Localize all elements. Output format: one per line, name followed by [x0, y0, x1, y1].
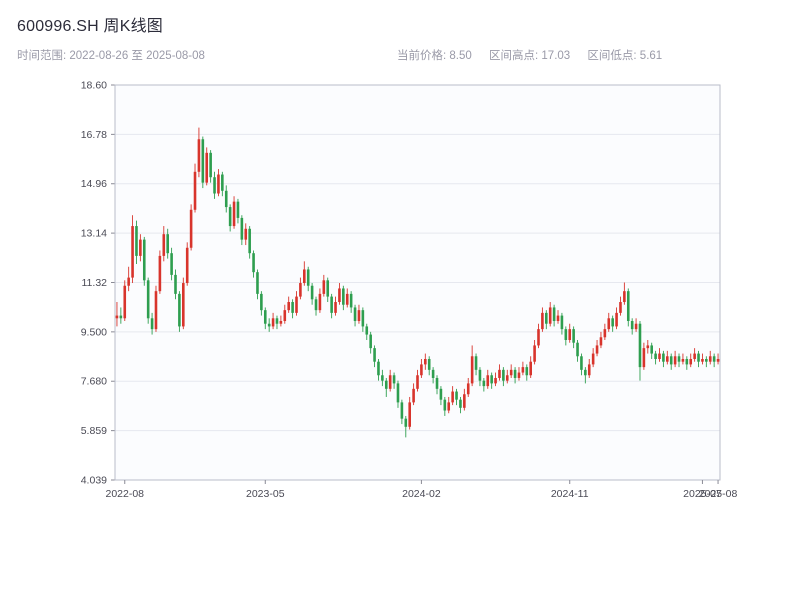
price-info: 当前价格: 8.50 区间高点: 17.03 区间低点: 5.61 — [397, 47, 676, 63]
current-price: 当前价格: 8.50 — [397, 50, 472, 62]
svg-text:18.60: 18.60 — [81, 80, 107, 92]
svg-text:2022-08: 2022-08 — [105, 488, 144, 500]
svg-text:14.96: 14.96 — [81, 178, 107, 190]
range-high: 区间高点: 17.03 — [489, 50, 570, 62]
svg-text:13.14: 13.14 — [81, 228, 107, 240]
svg-text:4.039: 4.039 — [81, 475, 107, 487]
range-low: 区间低点: 5.61 — [587, 50, 662, 62]
svg-text:16.78: 16.78 — [81, 129, 107, 141]
current-price-value: 8.50 — [449, 50, 472, 62]
range-low-value: 5.61 — [639, 50, 663, 62]
svg-text:9.500: 9.500 — [81, 326, 107, 338]
current-price-label: 当前价格: — [397, 50, 447, 62]
svg-text:2024-02: 2024-02 — [402, 488, 441, 500]
svg-text:2025-08: 2025-08 — [699, 488, 738, 500]
page-title: 600996.SH 周K线图 — [17, 18, 163, 35]
range-low-label: 区间低点: — [587, 50, 637, 62]
svg-text:11.32: 11.32 — [82, 277, 108, 289]
range-high-value: 17.03 — [541, 50, 571, 62]
svg-text:7.680: 7.680 — [81, 376, 107, 388]
svg-text:2025-07: 2025-07 — [683, 488, 722, 500]
svg-text:5.859: 5.859 — [81, 425, 107, 437]
date-range-label: 时间范围: 2022-08-26 至 2025-08-08 — [17, 50, 205, 62]
svg-text:2024-11: 2024-11 — [551, 488, 589, 500]
svg-text:2023-05: 2023-05 — [246, 488, 285, 500]
subheader-row: 时间范围: 2022-08-26 至 2025-08-08 当前价格: 8.50… — [0, 47, 800, 63]
range-high-label: 区间高点: — [489, 50, 539, 62]
